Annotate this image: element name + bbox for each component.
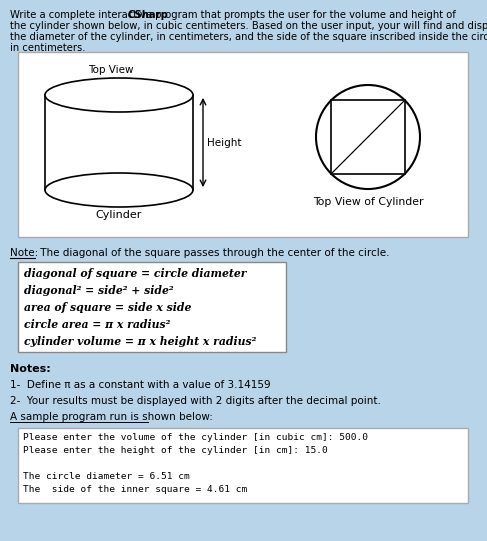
- Text: The diagonal of the square passes through the center of the circle.: The diagonal of the square passes throug…: [37, 248, 390, 258]
- Text: Top View of Cylinder: Top View of Cylinder: [313, 197, 423, 207]
- Text: CSharp: CSharp: [128, 10, 169, 20]
- Bar: [45, 95, 193, 190]
- Text: The circle diameter = 6.51 cm: The circle diameter = 6.51 cm: [23, 472, 190, 481]
- Text: cylinder volume = π x height x radius²: cylinder volume = π x height x radius²: [24, 336, 256, 347]
- Text: Top View: Top View: [88, 65, 134, 75]
- Text: in centimeters.: in centimeters.: [10, 43, 86, 53]
- Text: the diameter of the cylinder, in centimeters, and the side of the square inscrib: the diameter of the cylinder, in centime…: [10, 32, 487, 42]
- Text: 2-  Your results must be displayed with 2 digits after the decimal point.: 2- Your results must be displayed with 2…: [10, 396, 381, 406]
- Text: diagonal² = side² + side²: diagonal² = side² + side²: [24, 285, 174, 296]
- Bar: [18, 428, 468, 503]
- Text: Notes:: Notes:: [10, 364, 51, 374]
- Bar: [18, 52, 468, 237]
- Text: Cylinder: Cylinder: [96, 210, 142, 220]
- Text: Please enter the volume of the cylinder [in cubic cm]: 500.0: Please enter the volume of the cylinder …: [23, 433, 368, 442]
- Bar: [18, 262, 286, 352]
- Text: Please enter the height of the cylinder [in cm]: 15.0: Please enter the height of the cylinder …: [23, 446, 328, 455]
- Circle shape: [316, 85, 420, 189]
- Text: diagonal of square = circle diameter: diagonal of square = circle diameter: [24, 268, 246, 279]
- Bar: [331, 100, 405, 174]
- Ellipse shape: [45, 78, 193, 112]
- Text: Height: Height: [207, 137, 242, 148]
- Text: A sample program run is shown below:: A sample program run is shown below:: [10, 412, 213, 422]
- Ellipse shape: [45, 173, 193, 207]
- Text: Note:: Note:: [10, 248, 38, 258]
- Text: circle area = π x radius²: circle area = π x radius²: [24, 319, 170, 330]
- Text: area of square = side x side: area of square = side x side: [24, 302, 191, 313]
- Text: The  side of the inner square = 4.61 cm: The side of the inner square = 4.61 cm: [23, 485, 247, 494]
- Text: Write a complete interactive: Write a complete interactive: [10, 10, 155, 20]
- Text: the cylinder shown below, in cubic centimeters. Based on the user input, your wi: the cylinder shown below, in cubic centi…: [10, 21, 487, 31]
- Text: program that prompts the user for the volume and height of: program that prompts the user for the vo…: [152, 10, 456, 20]
- Text: 1-  Define π as a constant with a value of 3.14159: 1- Define π as a constant with a value o…: [10, 380, 271, 390]
